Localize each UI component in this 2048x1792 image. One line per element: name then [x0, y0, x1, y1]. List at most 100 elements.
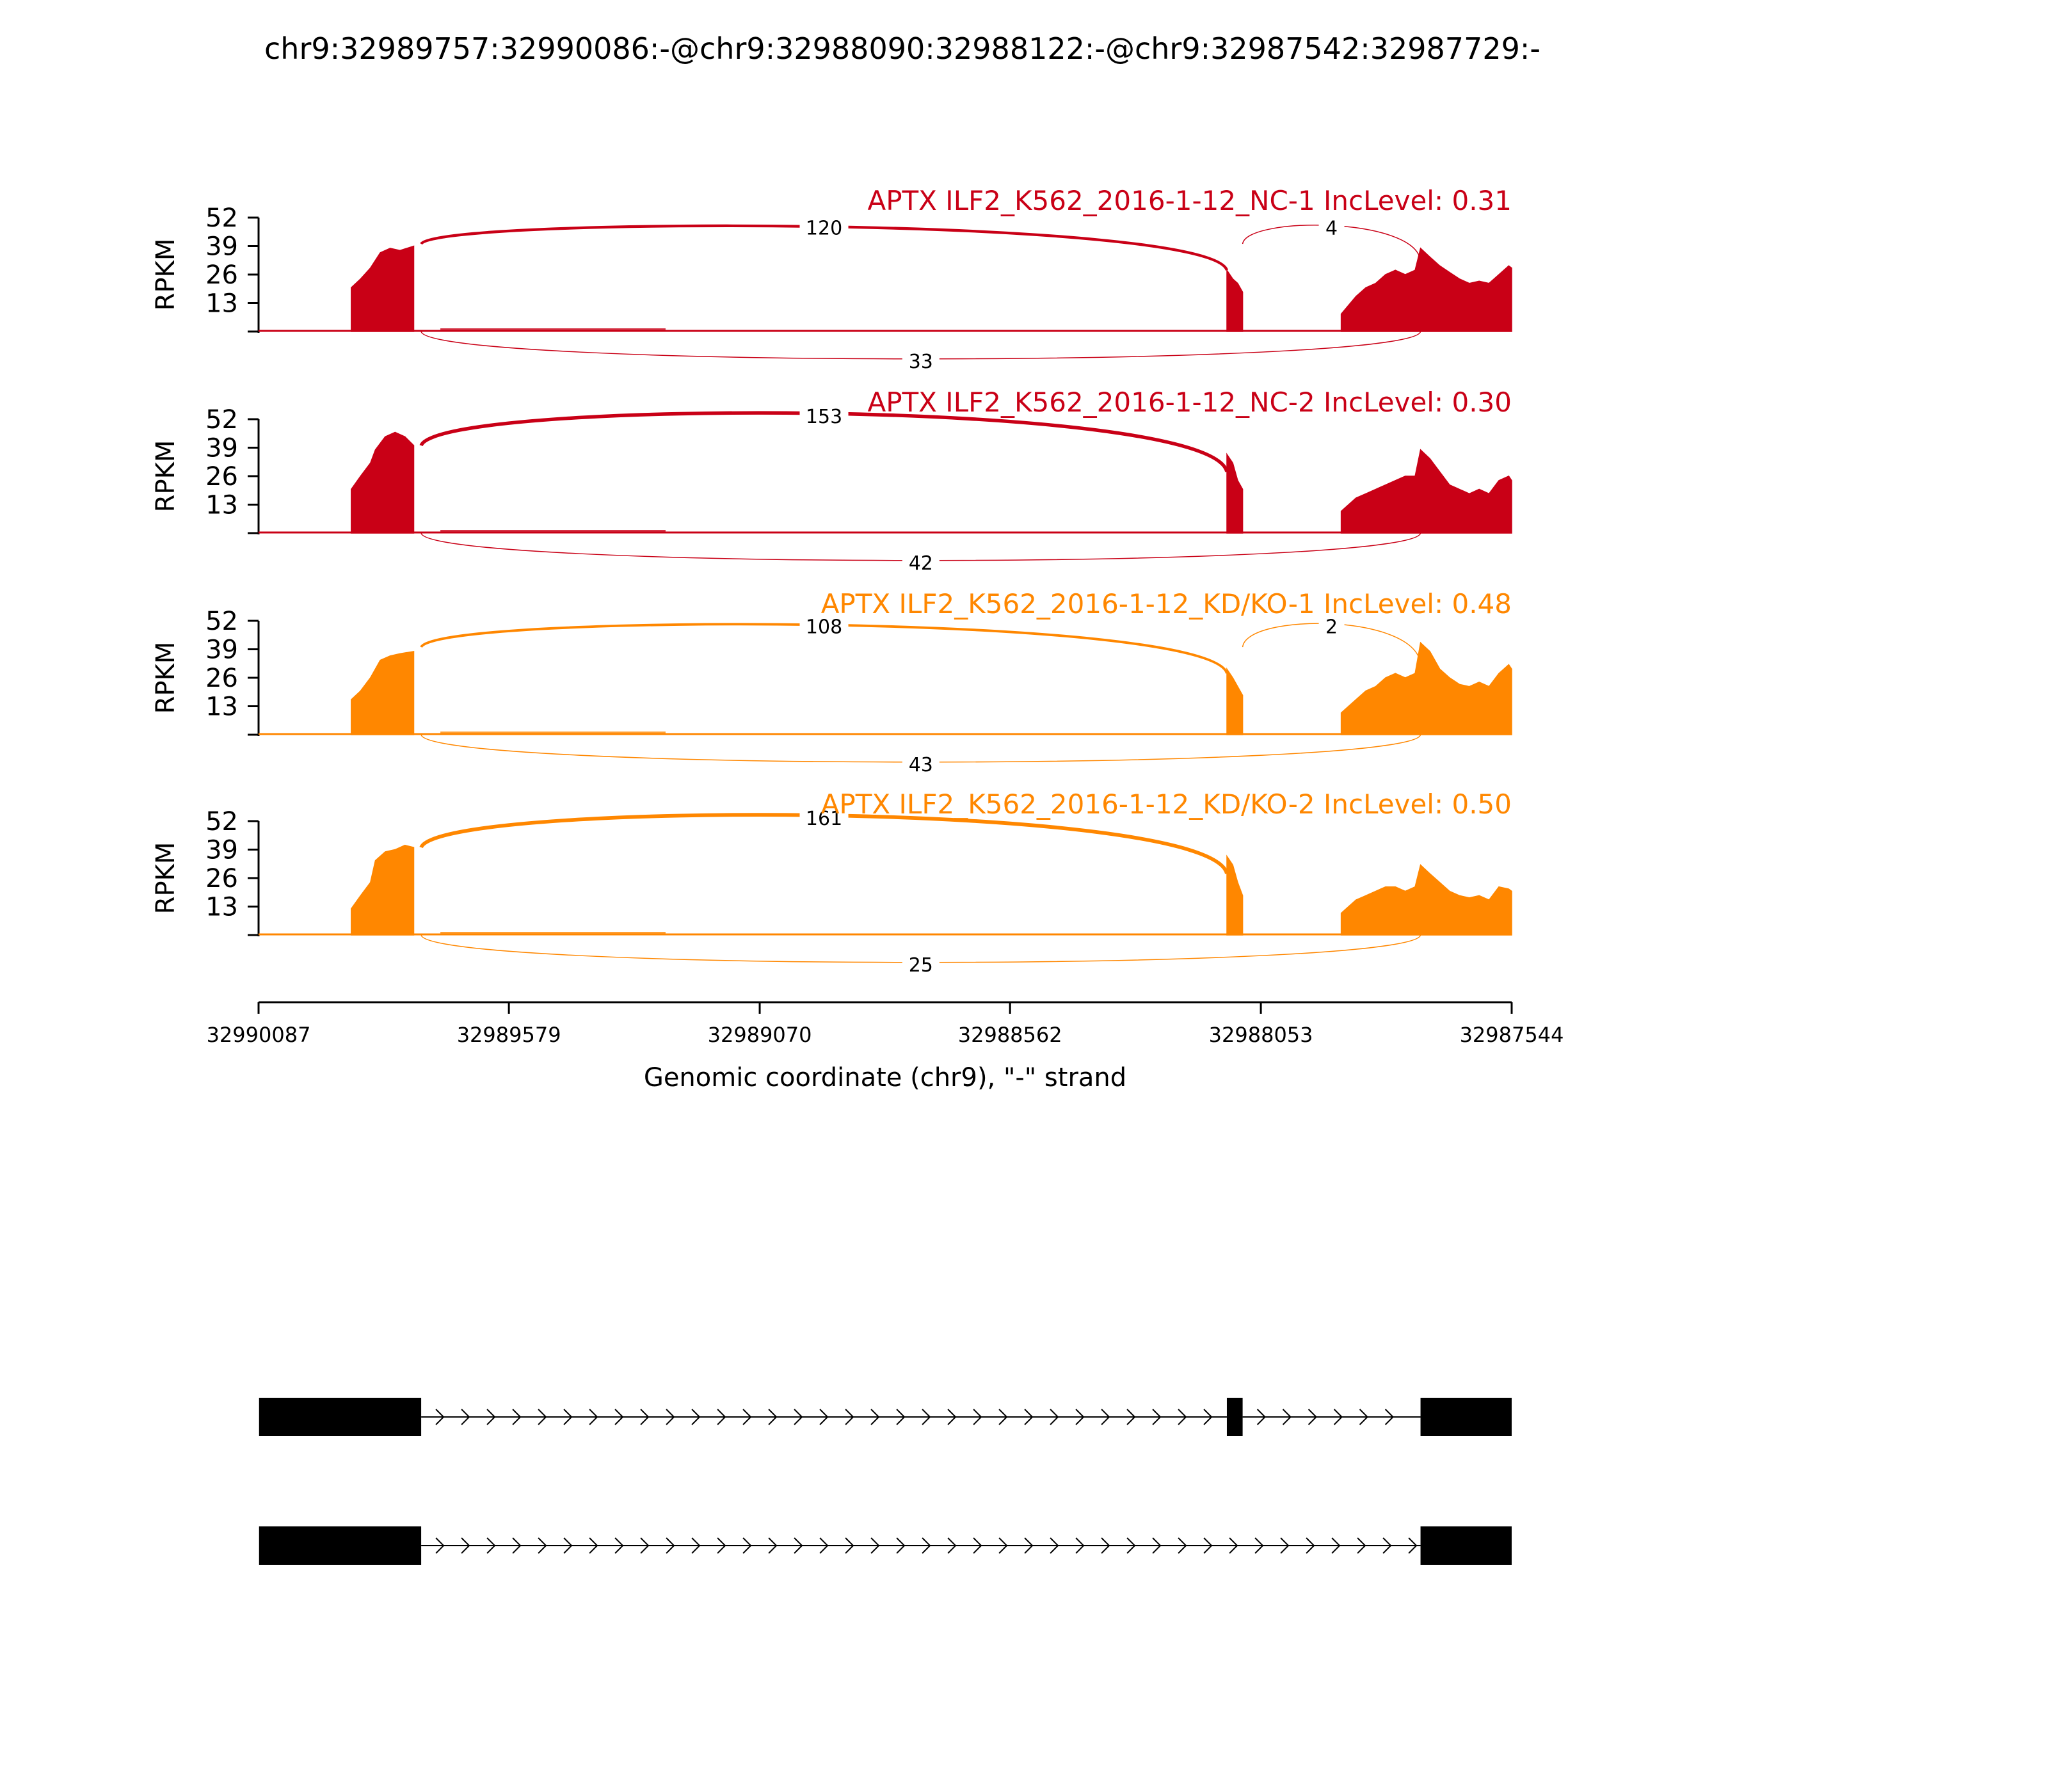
strand-chevron	[538, 1409, 547, 1425]
strand-chevron	[512, 1537, 522, 1554]
series-title: APTX ILF2_K562_2016-1-12_KD/KO-2 IncLeve…	[821, 788, 1512, 820]
coverage-area-exon3	[1340, 449, 1512, 534]
strand-chevron	[1203, 1537, 1213, 1554]
junction-count-label: 25	[909, 954, 933, 977]
strand-chevron	[435, 1409, 445, 1425]
exon-block	[259, 1526, 422, 1565]
strand-chevron	[435, 1537, 445, 1554]
strand-chevron	[1178, 1409, 1187, 1425]
x-tick-label: 32989579	[457, 1023, 561, 1047]
y-axis-label: RPKM	[151, 239, 180, 311]
coverage-area-exon3	[1340, 641, 1512, 735]
strand-chevron	[1126, 1537, 1136, 1554]
exon-block	[1226, 1398, 1243, 1436]
y-tick-label: 13	[205, 289, 238, 319]
strand-chevron	[1408, 1537, 1418, 1554]
strand-chevron	[1101, 1409, 1110, 1425]
y-tick-label: 52	[205, 204, 238, 233]
strand-chevron	[1050, 1409, 1059, 1425]
strand-chevron	[1280, 1537, 1290, 1554]
junction-label-bg	[902, 556, 940, 575]
strand-chevron	[563, 1537, 573, 1554]
strand-chevron	[640, 1537, 650, 1554]
exon-block	[259, 1398, 422, 1436]
strand-chevron	[794, 1409, 803, 1425]
intron-coverage-bump	[440, 328, 666, 331]
y-tick-label: 26	[205, 260, 238, 290]
strand-chevron	[1101, 1537, 1110, 1554]
series-title: APTX ILF2_K562_2016-1-12_KD/KO-1 IncLeve…	[821, 588, 1512, 620]
coverage-area-exon1	[351, 245, 415, 332]
x-tick-label: 32988053	[1209, 1023, 1313, 1047]
strand-chevron	[1308, 1409, 1318, 1425]
junction-count-label: 161	[806, 808, 842, 830]
strand-chevron	[973, 1537, 982, 1554]
junction-label-bg	[799, 619, 849, 639]
strand-chevron	[1203, 1409, 1213, 1425]
strand-chevron	[486, 1409, 496, 1425]
strand-chevron	[563, 1409, 573, 1425]
strand-chevron	[947, 1409, 957, 1425]
strand-chevron	[666, 1409, 675, 1425]
strand-chevron	[1254, 1537, 1264, 1554]
x-tick-label: 32989070	[708, 1023, 812, 1047]
strand-chevron	[512, 1409, 522, 1425]
strand-chevron	[794, 1537, 803, 1554]
strand-chevron	[1282, 1409, 1292, 1425]
strand-chevron	[589, 1537, 598, 1554]
strand-chevron	[896, 1409, 906, 1425]
junction-label-bg	[799, 811, 849, 830]
series-title: APTX ILF2_K562_2016-1-12_NC-2 IncLevel: …	[867, 387, 1512, 418]
strand-chevron	[973, 1409, 982, 1425]
figure-title: chr9:32989757:32990086:-@chr9:32988090:3…	[264, 31, 1540, 66]
strand-chevron	[768, 1409, 778, 1425]
strand-chevron	[1256, 1409, 1267, 1425]
strand-chevron	[998, 1409, 1008, 1425]
x-axis-label: Genomic coordinate (chr9), "-" strand	[644, 1063, 1126, 1092]
strand-chevron	[870, 1409, 880, 1425]
strand-chevron	[1050, 1537, 1059, 1554]
junction-label-bg	[902, 957, 940, 977]
junction-count-label: 42	[909, 552, 933, 575]
strand-chevron	[666, 1537, 675, 1554]
junction-count-label: 43	[909, 754, 933, 776]
y-tick-label: 52	[205, 607, 238, 636]
y-tick-label: 13	[205, 692, 238, 722]
strand-chevron	[845, 1409, 854, 1425]
strand-chevron	[1331, 1537, 1341, 1554]
coverage-area-exon3	[1340, 864, 1512, 936]
coverage-area-exon3	[1340, 247, 1512, 332]
strand-chevron	[1075, 1409, 1085, 1425]
strand-chevron	[1359, 1409, 1369, 1425]
strand-chevron	[1333, 1409, 1343, 1425]
intron-coverage-bump	[440, 932, 666, 934]
strand-chevron	[691, 1537, 701, 1554]
y-axis-label: RPKM	[151, 440, 180, 513]
strand-chevron	[819, 1537, 829, 1554]
junction-label-bg	[799, 220, 849, 240]
y-axis-label: RPKM	[151, 642, 180, 714]
strand-chevron	[614, 1537, 624, 1554]
strand-chevron	[1024, 1537, 1034, 1554]
junction-label-bg	[1318, 619, 1345, 639]
strand-chevron	[691, 1409, 701, 1425]
junction-label-bg	[902, 757, 940, 776]
junction-label-bg	[1318, 220, 1345, 240]
coverage-area-exon2	[1226, 452, 1244, 534]
intron-coverage-bump	[440, 530, 666, 532]
strand-chevron	[1306, 1537, 1315, 1554]
strand-chevron	[589, 1409, 598, 1425]
strand-chevron	[742, 1409, 752, 1425]
coverage-area-exon1	[351, 651, 415, 735]
intron-coverage-bump	[440, 732, 666, 734]
strand-chevron	[845, 1537, 854, 1554]
strand-chevron	[742, 1537, 752, 1554]
coverage-area-exon1	[351, 844, 415, 936]
exon-block	[1420, 1526, 1512, 1565]
